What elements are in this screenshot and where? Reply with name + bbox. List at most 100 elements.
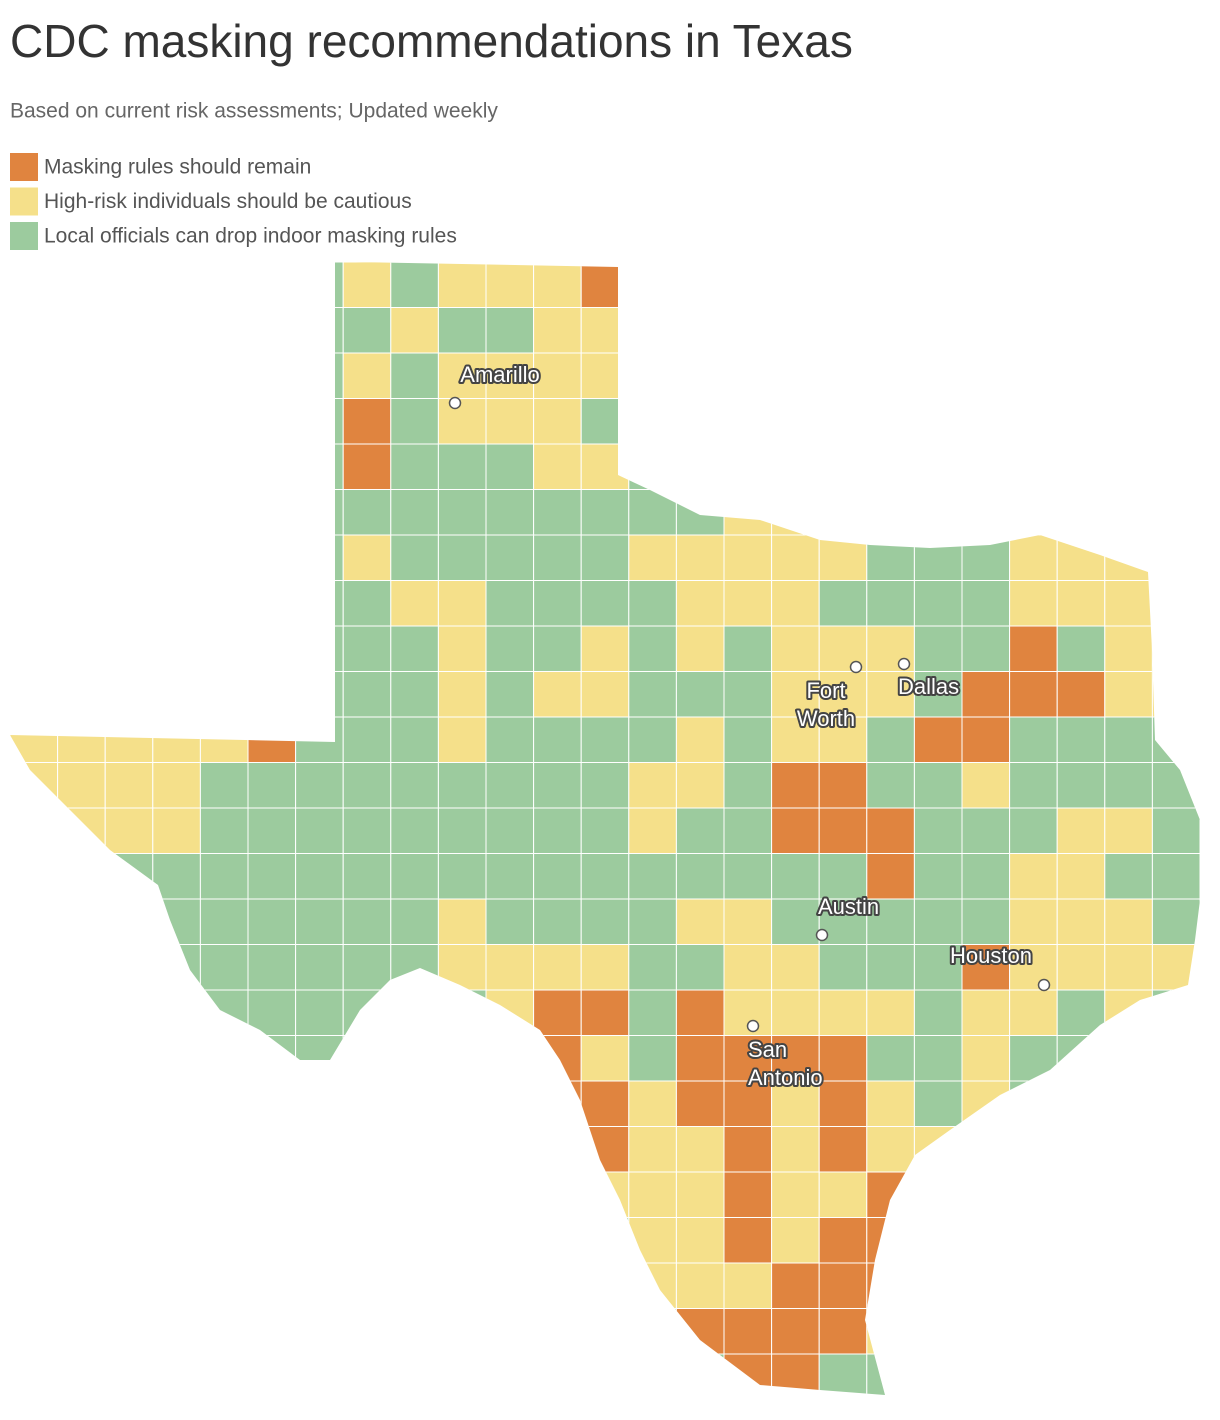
county xyxy=(10,580,59,627)
county xyxy=(152,625,201,672)
county xyxy=(961,853,1011,900)
county xyxy=(57,1126,106,1173)
county xyxy=(628,443,677,490)
county xyxy=(437,671,487,718)
county xyxy=(485,853,535,900)
county xyxy=(390,625,439,672)
county xyxy=(1104,1262,1153,1309)
county xyxy=(580,262,630,308)
county xyxy=(57,489,106,536)
county xyxy=(866,853,915,900)
county xyxy=(390,1126,439,1173)
county xyxy=(10,716,59,763)
county xyxy=(961,443,1011,490)
county xyxy=(1104,671,1153,718)
county xyxy=(771,1171,820,1218)
county xyxy=(104,944,154,991)
county xyxy=(295,671,344,718)
county xyxy=(247,262,297,308)
county xyxy=(723,1353,773,1395)
county xyxy=(342,1262,392,1309)
county xyxy=(1151,1308,1200,1355)
county xyxy=(1009,443,1058,490)
county xyxy=(342,262,392,308)
county xyxy=(580,580,630,627)
county xyxy=(533,1217,582,1264)
county xyxy=(104,1080,154,1127)
county xyxy=(866,807,915,854)
county xyxy=(818,944,868,991)
county xyxy=(675,671,725,718)
county xyxy=(295,989,344,1036)
county xyxy=(866,352,915,399)
county xyxy=(295,1126,344,1173)
county xyxy=(533,262,582,308)
legend: Masking rules should remain High-risk ind… xyxy=(10,153,457,250)
county xyxy=(485,489,535,536)
city-label: Amarillo xyxy=(460,362,539,387)
county xyxy=(771,1080,820,1127)
county xyxy=(485,580,535,627)
county xyxy=(628,489,677,536)
county xyxy=(10,1308,59,1355)
county xyxy=(1056,307,1106,354)
county xyxy=(818,307,868,354)
county xyxy=(866,1262,915,1309)
county xyxy=(818,989,868,1036)
county xyxy=(675,944,725,991)
county xyxy=(199,1217,249,1264)
county xyxy=(533,762,582,809)
county xyxy=(961,716,1011,763)
county xyxy=(342,716,392,763)
county xyxy=(1056,262,1106,308)
county xyxy=(295,352,344,399)
county xyxy=(533,1308,582,1355)
county xyxy=(295,1217,344,1264)
county xyxy=(57,1353,106,1395)
county xyxy=(437,807,487,854)
county xyxy=(533,352,582,399)
county xyxy=(628,534,677,581)
county xyxy=(295,1035,344,1082)
county xyxy=(913,1035,963,1082)
county xyxy=(675,762,725,809)
county xyxy=(771,489,820,536)
county xyxy=(961,1308,1011,1355)
county xyxy=(390,1308,439,1355)
legend-label: Local officials can drop indoor masking … xyxy=(44,225,457,248)
county xyxy=(1151,944,1200,991)
county xyxy=(485,625,535,672)
county xyxy=(533,671,582,718)
county xyxy=(10,1035,59,1082)
county xyxy=(199,1035,249,1082)
county xyxy=(152,398,201,445)
county xyxy=(1151,989,1200,1036)
county xyxy=(580,944,630,991)
county xyxy=(961,489,1011,536)
county xyxy=(580,1080,630,1127)
county xyxy=(1104,853,1153,900)
county xyxy=(199,671,249,718)
county xyxy=(437,1035,487,1082)
county xyxy=(533,1035,582,1082)
county xyxy=(628,307,677,354)
city-dot xyxy=(746,1019,760,1033)
county xyxy=(390,853,439,900)
city-label: San xyxy=(748,1037,787,1062)
county xyxy=(1151,1126,1200,1173)
county xyxy=(247,1353,297,1395)
county xyxy=(152,807,201,854)
county xyxy=(295,262,344,308)
county xyxy=(1151,1217,1200,1264)
county xyxy=(1104,625,1153,672)
county xyxy=(247,716,297,763)
county xyxy=(247,443,297,490)
county xyxy=(247,989,297,1036)
county xyxy=(866,1353,915,1395)
county xyxy=(771,1035,820,1082)
county xyxy=(342,443,392,490)
county xyxy=(10,671,59,718)
county xyxy=(913,716,963,763)
title: CDC masking recommendations in Texas xyxy=(10,15,853,67)
